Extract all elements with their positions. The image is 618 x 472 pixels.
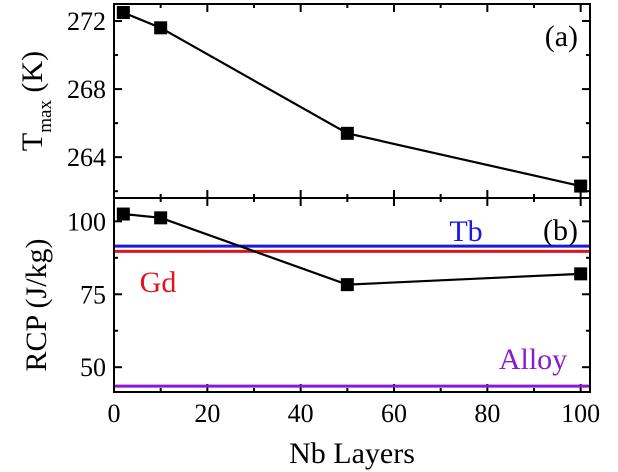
- x-tick-label: 100: [561, 399, 600, 428]
- data-point-a: [574, 179, 588, 193]
- series-line-a: [122, 11, 581, 188]
- reference-label-alloy: Alloy: [499, 343, 567, 376]
- data-point-b: [154, 211, 168, 225]
- y-axis-title-unit: (K): [16, 51, 49, 100]
- plot-frame-a: [113, 3, 591, 199]
- y-tick-label-b: 50: [80, 353, 106, 382]
- x-tick-label: 40: [288, 399, 314, 428]
- reference-label-gd: Gd: [140, 266, 177, 299]
- y-tick-label-a: 268: [67, 75, 106, 104]
- x-axis-title: Nb Layers: [289, 437, 415, 470]
- data-point-b: [340, 278, 354, 292]
- x-tick-label: 0: [108, 399, 121, 428]
- x-axis-title-text: Nb Layers: [289, 437, 415, 470]
- data-point-a: [340, 126, 354, 140]
- y-axis-title-a: Tmax (K): [16, 51, 56, 151]
- reference-label-tb: Tb: [449, 215, 482, 248]
- y-tick-label-a: 272: [67, 7, 106, 36]
- y-axis-title-text-a: Tmax (K): [16, 51, 56, 151]
- series-line-b: [123, 212, 581, 286]
- data-point-b: [574, 267, 588, 281]
- panel-label-b: (b): [543, 214, 578, 247]
- y-axis-title-main: T: [16, 133, 49, 151]
- y-tick-label-a: 264: [67, 143, 106, 172]
- y-tick-label-b: 75: [80, 280, 106, 309]
- y-axis-title-subscript: max: [35, 100, 56, 133]
- y-tick-label-b: 100: [67, 207, 106, 236]
- y-axis-title-b: RCP (J/kg): [20, 238, 53, 371]
- panel-a: 264 268 272 (a): [67, 3, 591, 199]
- data-point-b: [116, 207, 130, 221]
- y-axis-title-text-b: RCP (J/kg): [20, 238, 53, 371]
- data-point-a: [154, 21, 168, 35]
- x-tick-label: 20: [194, 399, 220, 428]
- data-point-a: [116, 6, 130, 20]
- panel-label-a: (a): [545, 20, 578, 53]
- panel-b: 0 20 40 60 80 100 50 75 100 (b) Tb Gd Alloy: [67, 197, 600, 428]
- x-tick-label: 60: [381, 399, 407, 428]
- x-tick-label: 80: [474, 399, 500, 428]
